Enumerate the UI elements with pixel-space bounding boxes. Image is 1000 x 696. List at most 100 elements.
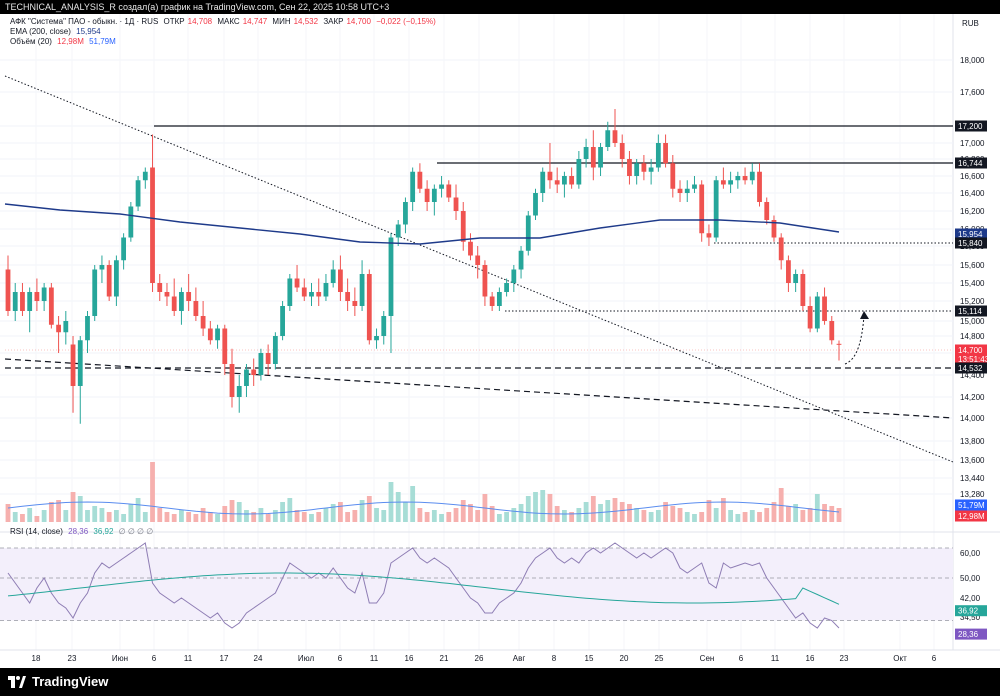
- volume-bar: [294, 510, 300, 522]
- candle: [706, 224, 712, 246]
- candle-body: [648, 167, 654, 172]
- volume-bar: [518, 504, 524, 522]
- price-label: 17,200: [958, 122, 983, 131]
- price-tick-label: 13,440: [960, 474, 985, 483]
- candle-body: [179, 292, 184, 311]
- price-tick-label: 13,280: [960, 490, 985, 499]
- tradingview-logo-icon: [8, 675, 26, 688]
- candle: [128, 202, 134, 242]
- price-tick-label: 15,000: [960, 317, 985, 326]
- time-tick-label: 16: [806, 654, 815, 663]
- volume-bar: [142, 512, 148, 522]
- candle: [627, 151, 632, 185]
- chart-area[interactable]: 13,280 13,440 13,600 13,800 14,000 14,200 14,4…: [0, 14, 1000, 668]
- candle-body: [388, 237, 394, 316]
- candle: [77, 336, 83, 424]
- candle: [453, 184, 459, 220]
- volume-label: Объём (20): [10, 37, 52, 46]
- candle: [786, 255, 791, 292]
- candle: [576, 151, 582, 189]
- rsi-ma-label-bg: [955, 605, 987, 617]
- tradingview-logo[interactable]: TradingView: [8, 674, 108, 689]
- candle: [265, 344, 271, 375]
- candle-body: [706, 233, 712, 238]
- time-tick-label: Июл: [298, 654, 315, 663]
- price-chart-svg[interactable]: 13,280 13,440 13,600 13,800 14,000 14,200 14,4…: [0, 14, 1000, 668]
- candle-body: [764, 202, 770, 220]
- candle-body: [836, 343, 842, 345]
- volume-bar: [395, 492, 401, 522]
- candle-body: [786, 260, 791, 283]
- volume-bar: [128, 504, 134, 522]
- candle-body: [684, 188, 690, 193]
- volume-bar: [287, 498, 293, 522]
- volume-bar: [258, 508, 264, 522]
- candle: [692, 176, 697, 193]
- price-tick-label: 14,400: [960, 371, 985, 380]
- projection-arrow: [844, 315, 865, 365]
- candle-body: [829, 321, 835, 341]
- candle-body: [460, 211, 466, 242]
- candle: [374, 328, 379, 349]
- candle: [41, 283, 47, 311]
- volume-bar: [468, 504, 473, 522]
- candle: [728, 171, 734, 193]
- candle: [475, 246, 481, 279]
- candle-body: [453, 197, 459, 211]
- time-tick-label: 11: [771, 654, 780, 663]
- price-tick-label: 16,200: [960, 207, 985, 216]
- volume-bar: [381, 510, 387, 522]
- projection-arrowhead: [860, 311, 869, 319]
- candle: [468, 233, 473, 261]
- price-label: 13:51:43: [958, 355, 990, 364]
- volume-bar: [85, 510, 90, 522]
- candle-body: [728, 180, 734, 185]
- candle: [99, 255, 105, 283]
- volume-bar: [41, 510, 47, 522]
- candle: [482, 260, 488, 306]
- candle: [511, 265, 517, 292]
- descending-trendline: [4, 75, 954, 463]
- candle: [27, 287, 33, 333]
- price-tick-label: 14,200: [960, 393, 985, 402]
- volume-bar: [366, 496, 372, 522]
- candle-body: [309, 292, 314, 297]
- candle-body: [554, 180, 560, 185]
- candle: [641, 155, 647, 181]
- volume-bar: [359, 500, 365, 522]
- volume-bar: [424, 512, 430, 522]
- rsi-background: [0, 548, 953, 621]
- time-tick-label: 6: [739, 654, 744, 663]
- candle: [778, 233, 784, 270]
- candle-body: [569, 176, 575, 185]
- price-label-bg: [955, 237, 987, 249]
- candle: [106, 260, 112, 301]
- candle: [720, 167, 726, 189]
- volume-bar: [193, 514, 199, 522]
- volume-bar: [504, 512, 509, 522]
- volume-bar: [251, 512, 257, 522]
- candle-body: [5, 269, 11, 311]
- candle: [229, 348, 235, 408]
- candle: [359, 260, 365, 311]
- candle-body: [771, 220, 777, 238]
- candle-body: [670, 163, 676, 189]
- candle-body: [222, 328, 228, 364]
- candle: [569, 167, 575, 189]
- candle-body: [533, 193, 538, 216]
- time-tick-label: 11: [370, 654, 379, 663]
- candle: [822, 287, 827, 325]
- volume-value: 12,98M: [57, 37, 84, 46]
- candle-body: [265, 353, 271, 364]
- time-tick-label: 26: [475, 654, 484, 663]
- candle-body: [583, 147, 589, 159]
- candle: [280, 301, 285, 341]
- candle: [598, 143, 603, 176]
- candle-body: [518, 250, 524, 270]
- ema-line: [4, 203, 840, 245]
- volume-bar: [786, 506, 791, 522]
- candle-body: [113, 260, 119, 297]
- volume-bar: [764, 508, 770, 522]
- time-tick-label: 16: [405, 654, 414, 663]
- candle: [236, 375, 242, 413]
